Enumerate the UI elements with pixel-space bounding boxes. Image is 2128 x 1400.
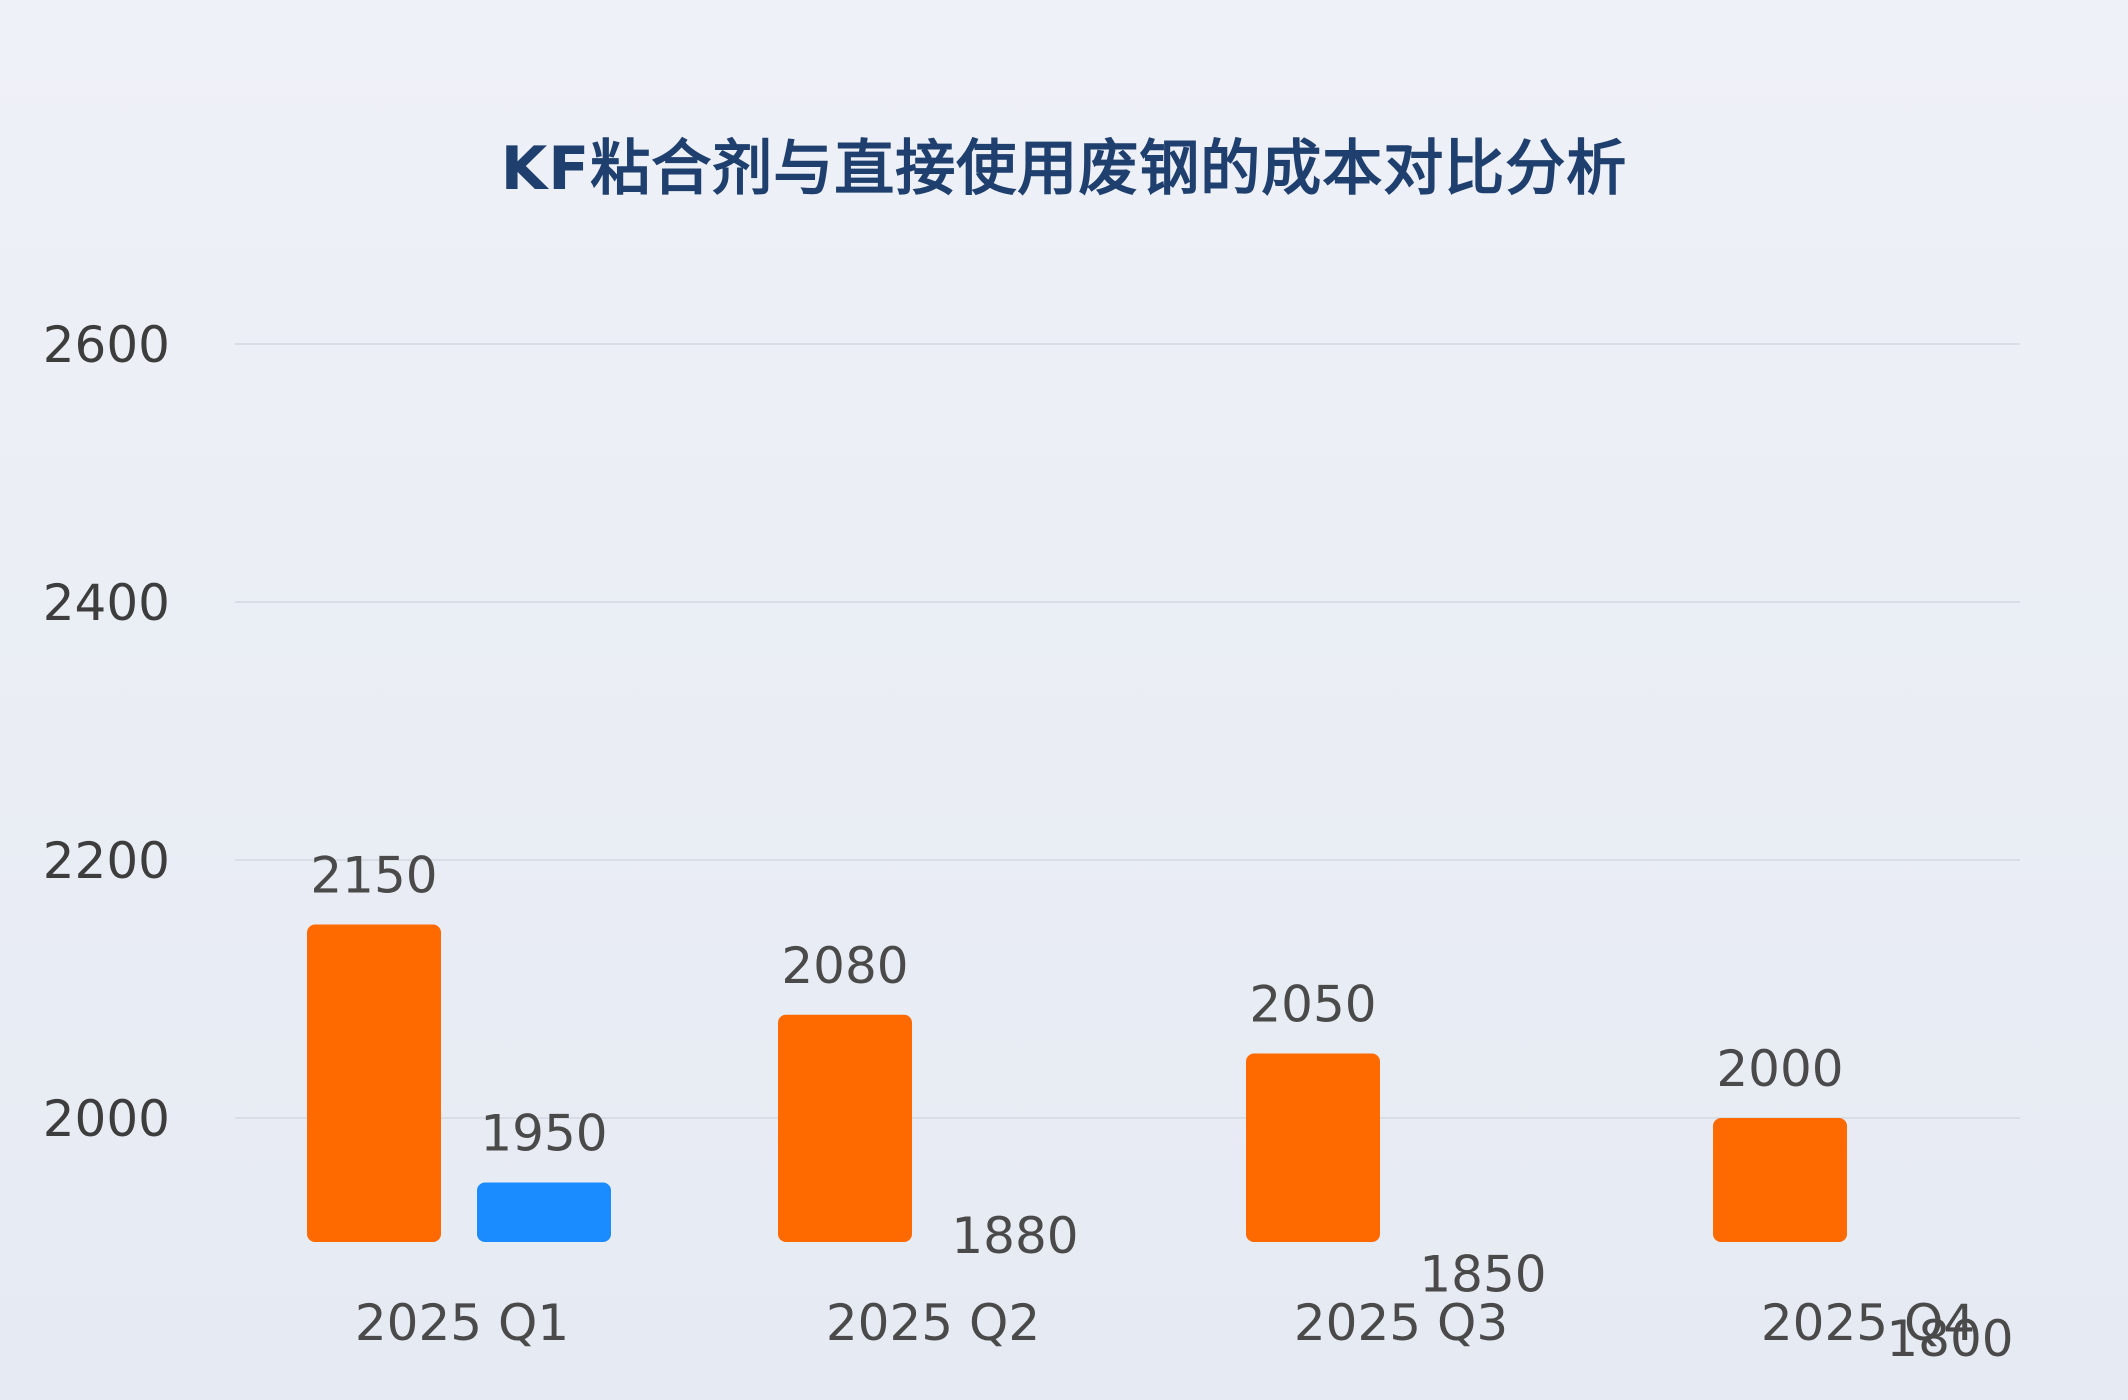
y-tick-label: 2400 bbox=[43, 574, 170, 632]
data-label: 1850 bbox=[1419, 1246, 1546, 1304]
y-tick-label: 2600 bbox=[43, 316, 170, 374]
data-label: 1800 bbox=[1886, 1310, 2013, 1368]
bars-layer bbox=[307, 924, 1847, 1242]
x-tick-label: 2025 Q1 bbox=[355, 1294, 569, 1352]
data-label: 2000 bbox=[1716, 1040, 1843, 1098]
bar bbox=[477, 1182, 611, 1242]
bar bbox=[1246, 1053, 1380, 1242]
x-tick-label: 2025 Q2 bbox=[826, 1294, 1040, 1352]
x-tick-label: 2025 Q3 bbox=[1294, 1294, 1508, 1352]
data-label: 2150 bbox=[310, 847, 437, 905]
grid-layer bbox=[235, 343, 2020, 1119]
bar bbox=[778, 1014, 912, 1242]
data-label: 2050 bbox=[1249, 976, 1376, 1034]
y-tick-label: 2200 bbox=[43, 832, 170, 890]
data-label: 2080 bbox=[781, 937, 908, 995]
data-label: 1880 bbox=[951, 1207, 1078, 1265]
bar bbox=[307, 924, 441, 1242]
y-tick-label: 2000 bbox=[43, 1090, 170, 1148]
labels-layer: 2000 2200 2400 2600 2150 2080 2050 2000 1950 1880… bbox=[43, 316, 2014, 1368]
x-tick-label: 2025 Q4 bbox=[1761, 1294, 1975, 1352]
data-label: 1950 bbox=[480, 1105, 607, 1163]
bar bbox=[1713, 1118, 1847, 1242]
chart-title: KF粘合剂与直接使用废钢的成本对比分析 bbox=[500, 134, 1628, 204]
